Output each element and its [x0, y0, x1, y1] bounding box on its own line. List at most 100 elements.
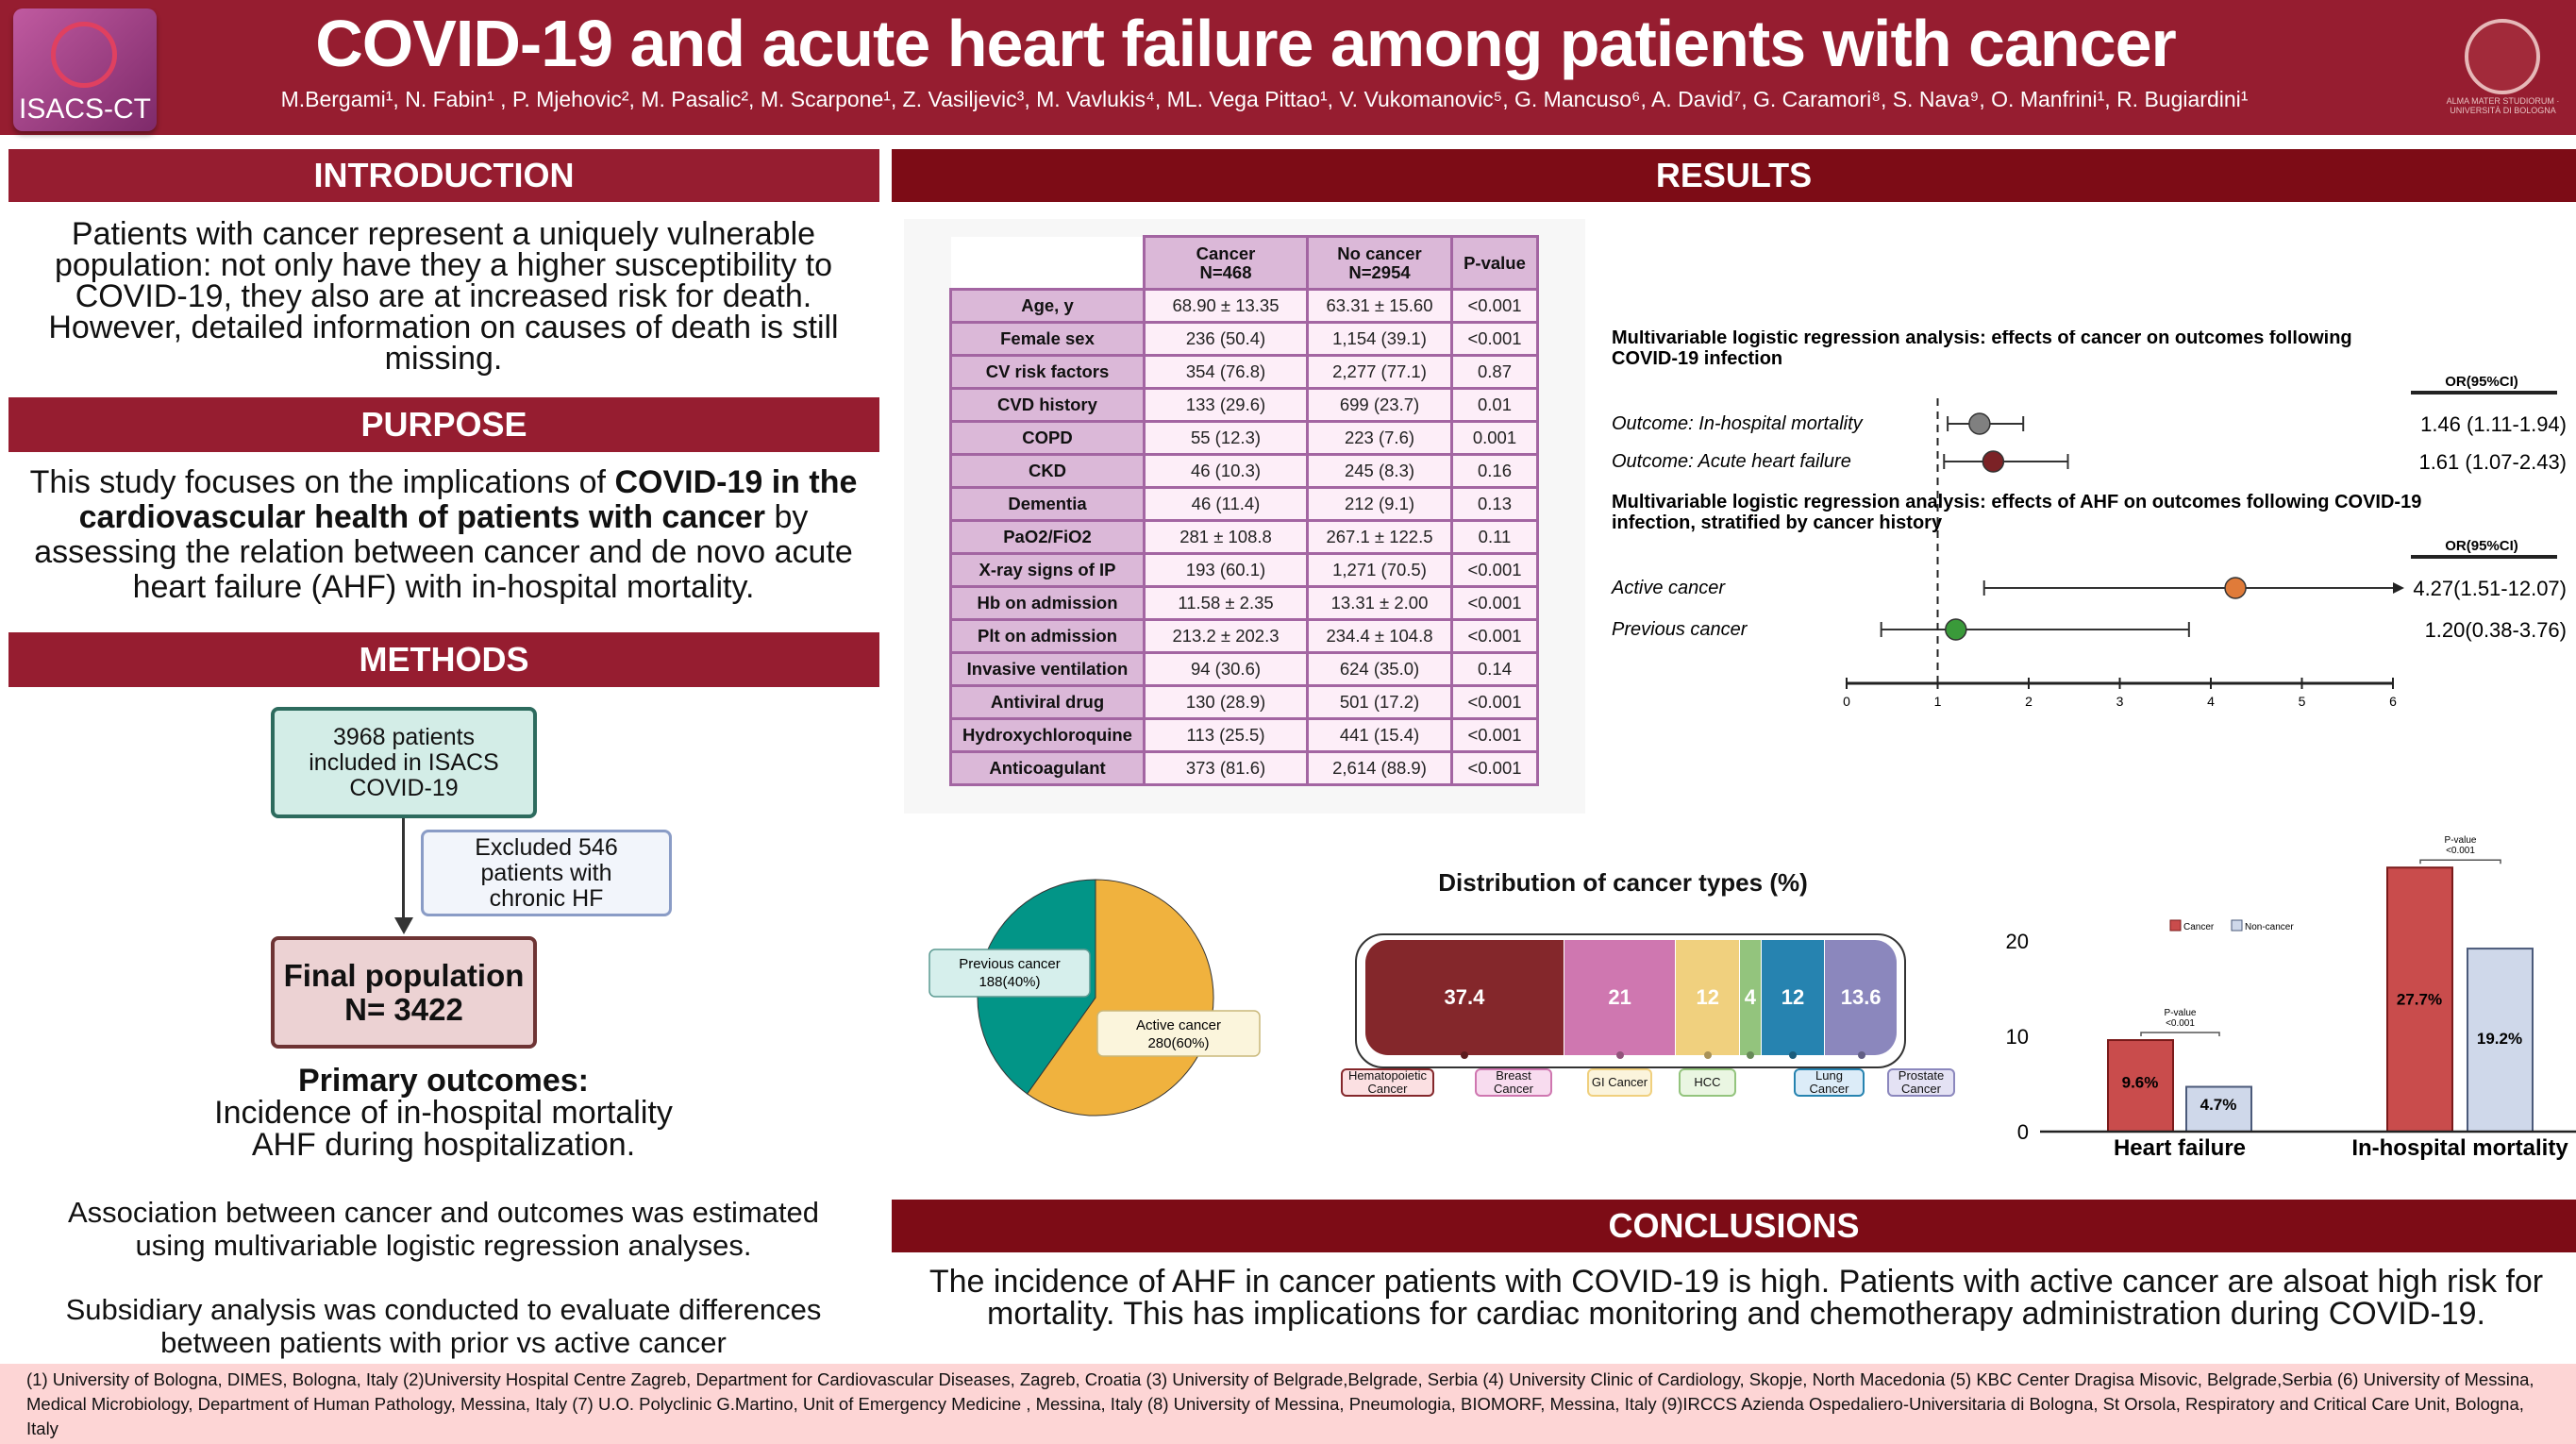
table-cell: 0.01 — [1450, 387, 1539, 423]
table-cell: 55 (12.3) — [1143, 420, 1309, 456]
row-label: Plt on admission — [949, 618, 1146, 654]
results-heading: RESULTS — [892, 149, 2576, 202]
legend-label: Non-cancer — [2245, 922, 2294, 932]
conclusions-heading: CONCLUSIONS — [892, 1200, 2576, 1252]
introduction-text: Patients with cancer represent a uniquel… — [48, 216, 839, 377]
table-cell: 373 (81.6) — [1143, 750, 1309, 786]
table-cell: 94 (30.6) — [1143, 651, 1309, 687]
x-tick-label: 4 — [2207, 694, 2215, 709]
table-cell: <0.001 — [1450, 618, 1539, 654]
segment-marker-dot — [1704, 1051, 1713, 1059]
table-cell: 354 (76.8) — [1143, 354, 1309, 390]
baseline-characteristics-table: Cancer N=468 No cancer N=2954 P-value Age,… — [949, 235, 1539, 786]
table-row: Hydroxychloroquine 113 (25.5) 441 (15.4) <0… — [949, 717, 1539, 753]
odds-ratio-text: 4.27(1.51-12.07) — [2413, 577, 2567, 600]
column-header: Cancer N=468 — [1143, 235, 1309, 291]
table-cell: 245 (8.3) — [1306, 453, 1453, 489]
association-text: Association between cancer and outcomes … — [67, 1196, 820, 1262]
table-row: PaO2/FiO2 281 ± 108.8 267.1 ± 122.5 0.11 — [949, 519, 1539, 555]
table-cell: <0.001 — [1450, 288, 1539, 324]
row-label: CKD — [949, 453, 1146, 489]
primary-outcomes: Primary outcomes: Incidence of in-hospita… — [28, 1065, 859, 1161]
excluded-patients-box: Excluded 546 patients with chronic HF — [421, 830, 672, 916]
primary-outcomes-title: Primary outcomes: — [298, 1063, 589, 1099]
distribution-segment: 21 — [1564, 940, 1677, 1055]
table-cell: 624 (35.0) — [1306, 651, 1453, 687]
table-cell: 0.11 — [1450, 519, 1539, 555]
primary-outcome-1: Incidence of in-hospital mortality — [214, 1095, 673, 1131]
poster-title: COVID-19 and acute heart failure among p… — [315, 7, 2177, 80]
table-cell: 193 (60.1) — [1143, 552, 1309, 588]
table-row: COPD 55 (12.3) 223 (7.6) 0.001 — [949, 420, 1539, 456]
column-header: No cancer N=2954 — [1306, 235, 1453, 291]
table-row: Antiviral drug 130 (28.9) 501 (17.2) <0.001 — [949, 684, 1539, 720]
bar-value-label: 9.6% — [2122, 1073, 2159, 1091]
table-cell: <0.001 — [1450, 684, 1539, 720]
odds-ratio-point — [1982, 450, 2005, 473]
purpose-bold: COVID-19 in the cardiovascular health of… — [78, 464, 858, 535]
table-cell: 0.14 — [1450, 651, 1539, 687]
table-cell: 281 ± 108.8 — [1143, 519, 1309, 555]
methods-heading: METHODS — [8, 632, 879, 687]
distribution-segment: 12 — [1676, 940, 1741, 1055]
active-cancer-label: Active cancer — [1136, 1017, 1221, 1033]
row-label: CV risk factors — [949, 354, 1146, 390]
table-cell: 441 (15.4) — [1306, 717, 1453, 753]
table-cell: 267.1 ± 122.5 — [1306, 519, 1453, 555]
table-cell: 0.13 — [1450, 486, 1539, 522]
x-tick-label: 1 — [1934, 694, 1942, 709]
table-cell: 223 (7.6) — [1306, 420, 1453, 456]
row-label: Hydroxychloroquine — [949, 717, 1146, 753]
forest-row-label: Outcome: Acute heart failure — [1612, 451, 1851, 472]
purpose-text: This study focuses on the implications o… — [24, 465, 863, 605]
significance-bracket — [2140, 1032, 2220, 1037]
table-cell: 1,271 (70.5) — [1306, 552, 1453, 588]
table-row: CVD history 133 (29.6) 699 (23.7) 0.01 — [949, 387, 1539, 423]
odds-ratio-point — [1968, 412, 1991, 435]
table-row: Anticoagulant 373 (81.6) 2,614 (88.9) <0.00… — [949, 750, 1539, 786]
table-cell: 236 (50.4) — [1143, 321, 1309, 357]
forest-plots: Multivariable logistic regression analys… — [1611, 330, 2567, 709]
distribution-title: Distribution of cancer types (%) — [1438, 868, 1808, 897]
row-label: Hb on admission — [949, 585, 1146, 621]
distribution-bar-frame — [1355, 933, 1906, 1068]
table-cell: 133 (29.6) — [1143, 387, 1309, 423]
segment-label-box: Breast Cancer — [1475, 1068, 1552, 1097]
cancer-status-pie-chart: Previous cancer 188(40%) Active cancer 280(… — [928, 879, 1261, 1117]
odds-ratio-point — [2224, 577, 2247, 599]
table-cell: 2,614 (88.9) — [1306, 750, 1453, 786]
table-header-row: Cancer N=468 No cancer N=2954 P-value — [950, 235, 1539, 291]
active-cancer-value: 280(60%) — [1147, 1035, 1209, 1051]
row-label: Antiviral drug — [949, 684, 1146, 720]
table-cell: 13.31 ± 2.00 — [1306, 585, 1453, 621]
segment-label-box: GI Cancer — [1587, 1068, 1652, 1097]
table-cell: 501 (17.2) — [1306, 684, 1453, 720]
table-cell: 0.001 — [1450, 420, 1539, 456]
bar-value-label: 4.7% — [2200, 1096, 2237, 1114]
row-label: Invasive ventilation — [949, 651, 1146, 687]
column-header — [950, 236, 1145, 291]
final-population-label: Final population — [283, 957, 525, 993]
table-cell: 11.58 ± 2.35 — [1143, 585, 1309, 621]
previous-cancer-value: 188(40%) — [979, 974, 1040, 990]
legend-swatch — [2231, 919, 2243, 932]
seal-text: ALMA MATER STUDIORUM · UNIVERSITÀ DI BOL… — [2446, 96, 2560, 115]
column-header: P-value — [1450, 235, 1539, 291]
table-cell: 1,154 (39.1) — [1306, 321, 1453, 357]
table-cell: <0.001 — [1450, 321, 1539, 357]
final-population-count: N= 3422 — [344, 991, 463, 1027]
primary-outcome-2: AHF during hospitalization. — [251, 1127, 636, 1163]
purpose-heading: PURPOSE — [8, 397, 879, 452]
forest-row-label: Previous cancer — [1612, 619, 1748, 640]
segment-label-box: Prostate Cancer — [1887, 1068, 1955, 1097]
university-seal-icon — [2465, 19, 2540, 94]
row-label: X-ray signs of IP — [949, 552, 1146, 588]
odds-ratio-text: 1.61 (1.07-2.43) — [2418, 450, 2567, 474]
subsidiary-text: Subsidiary analysis was conducted to eva… — [65, 1293, 822, 1359]
table-cell: 2,277 (77.1) — [1306, 354, 1453, 390]
row-label: Anticoagulant — [949, 750, 1146, 786]
table-row: Female sex 236 (50.4) 1,154 (39.1) <0.001 — [949, 321, 1539, 357]
table-row: X-ray signs of IP 193 (60.1) 1,271 (70.5) <… — [949, 552, 1539, 588]
x-tick-label: 5 — [2299, 694, 2306, 709]
forest-1-title: Multivariable logistic regression analys… — [1612, 330, 2352, 369]
